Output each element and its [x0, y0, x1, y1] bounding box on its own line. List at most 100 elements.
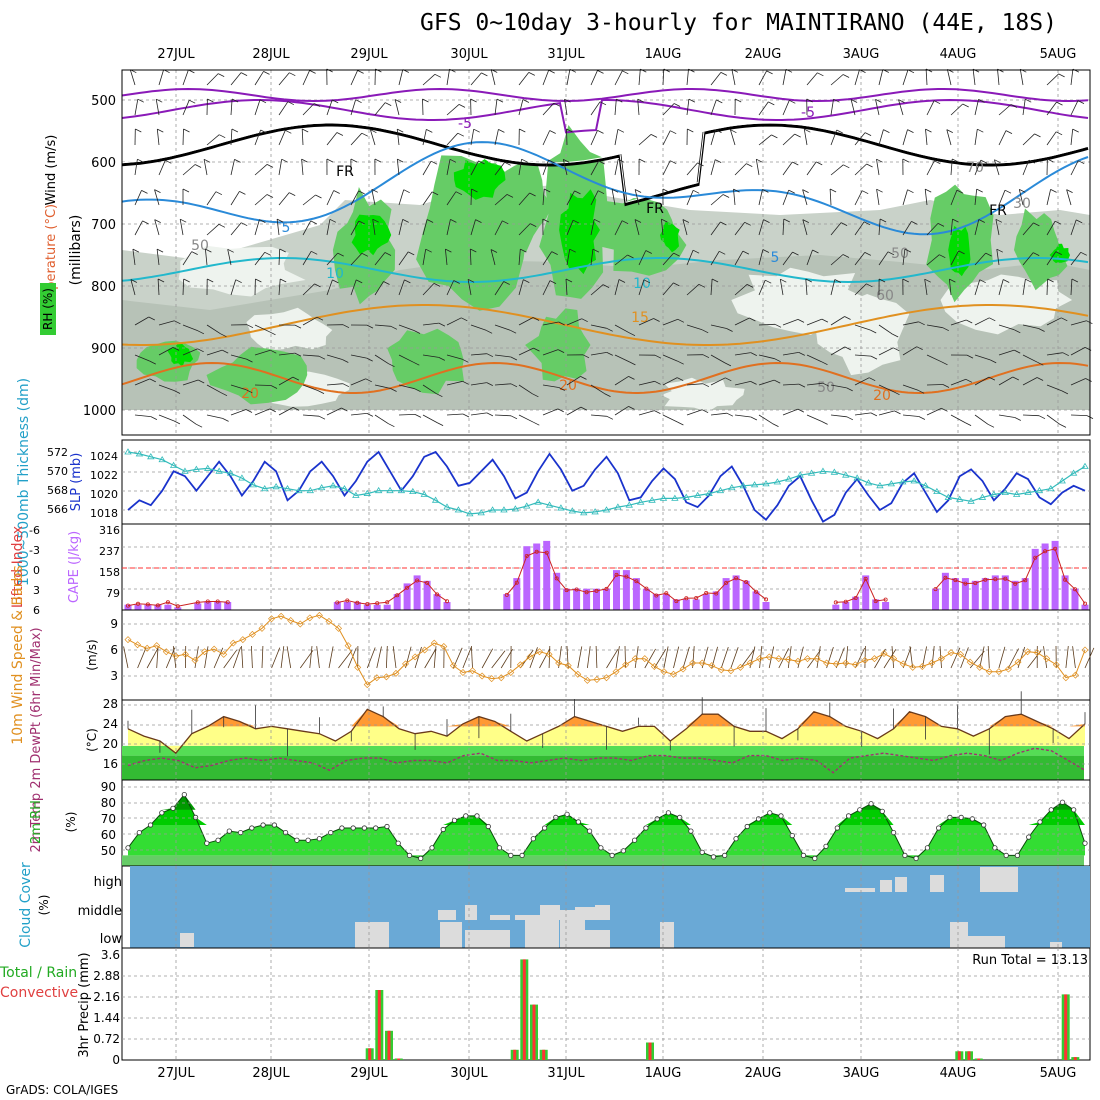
rh-marker [902, 852, 908, 859]
wind-barb-flag [870, 355, 878, 360]
wind-barb [662, 414, 678, 423]
lifted-index-marker [843, 599, 848, 604]
wind-barb [182, 164, 196, 176]
wind-barb [730, 647, 739, 669]
wind-barb-flag [157, 278, 165, 283]
wind-barb-flag [332, 279, 339, 284]
wind-barb-flag [289, 72, 296, 77]
wind-barb [926, 354, 942, 363]
wind-speed-marker [603, 674, 610, 682]
wind-barb [398, 279, 405, 296]
wind-barb-flag [654, 380, 661, 385]
wind-barb-flag [794, 133, 801, 138]
wind-barbs-10m [123, 645, 1095, 669]
wind-barb [595, 645, 598, 669]
wind-barb-flag [510, 356, 518, 361]
cape-bar [941, 572, 949, 610]
wind-barb [590, 352, 607, 356]
wind-barb [446, 280, 455, 296]
date-label-top: 4AUG [939, 47, 977, 62]
wind-speed-marker [373, 674, 381, 682]
rh-marker [609, 852, 615, 859]
wind-barb-flag [371, 188, 378, 193]
wind-barb-flag [698, 283, 706, 288]
cape-bar [712, 591, 720, 610]
isotherm-10 [121, 257, 1089, 284]
wind-barb-flag [606, 352, 613, 356]
rh-marker [913, 855, 919, 862]
rh-marker [699, 849, 705, 855]
wind-barb [398, 324, 415, 331]
thickness-marker [272, 483, 280, 490]
wind-speed-marker [583, 676, 591, 684]
wind-barb-flag [473, 128, 480, 133]
wind-barb-flag [864, 252, 871, 256]
precip-tick-label: 3.6 [101, 948, 120, 962]
wind-barb-flag [806, 98, 813, 103]
wind-barb [998, 324, 1015, 331]
wind-barb-flag [414, 388, 421, 393]
wind-barb-flag [654, 410, 661, 414]
cloud-block [465, 905, 477, 920]
lifted-index-marker [614, 572, 619, 577]
lifted-index-marker [135, 601, 140, 606]
wind-speed-marker [641, 655, 649, 663]
rh-marker [958, 814, 964, 821]
wind-barb [782, 161, 793, 176]
wind-barb [734, 414, 751, 418]
wind-barb-flag [654, 354, 662, 359]
wind-barb [182, 348, 198, 356]
wind-barb-flag [270, 385, 278, 389]
cloud-block [540, 905, 560, 920]
cape-bar [732, 575, 740, 610]
wind-barb-flag [990, 359, 997, 364]
wind-barb [806, 161, 817, 176]
wind-barb-flag [720, 72, 728, 76]
lifted-index-marker [963, 581, 968, 586]
wind-barb-flag [902, 158, 909, 163]
wind-barb [165, 647, 176, 669]
contour-label: -5 [458, 116, 472, 132]
lifted-index-marker [175, 604, 180, 609]
lifted-index-marker [1013, 581, 1018, 586]
lifted-index-marker [933, 587, 938, 592]
thickness-marker [933, 487, 941, 495]
wind-barb-flag [829, 188, 837, 193]
wind-barb [494, 162, 506, 176]
wind-speed-marker [1014, 658, 1022, 666]
wind-barb-flag [616, 98, 623, 103]
pressure-tick-label: 700 [91, 218, 116, 233]
wind-barb-flag [638, 158, 646, 163]
rh-marker [1059, 799, 1066, 805]
precip-panel [121, 947, 1091, 1061]
wind-barb-flag [677, 318, 685, 323]
thickness-marker [466, 510, 474, 517]
wind-barb [254, 194, 268, 206]
wind-barb [710, 412, 727, 416]
wind-barb-flag [842, 74, 850, 78]
wind-barb [134, 316, 150, 326]
wind-barb [542, 321, 559, 326]
wind-barb [278, 192, 290, 206]
grads-credit: GrADS: COLA/IGES [6, 1083, 119, 1097]
cloud-block [585, 930, 610, 948]
wind-barb [662, 160, 671, 176]
rh-marker [688, 828, 694, 834]
wind-barb-flag [222, 349, 229, 354]
wind-barb-flag [1059, 424, 1067, 428]
wind-barb [446, 104, 460, 116]
wind-speed-marker [210, 645, 218, 653]
rh-marker [238, 829, 244, 836]
cape-bar [144, 604, 152, 610]
lifted-index-tick-label: -3 [29, 544, 40, 557]
thickness-marker [1012, 490, 1021, 497]
lifted-index-marker [365, 602, 370, 607]
wind-barb-flag [337, 252, 344, 257]
precip-convective-bar [387, 1030, 391, 1060]
thickness-marker [853, 474, 861, 481]
wind-barb [518, 279, 524, 296]
wind-barb [481, 648, 494, 669]
axis-label-cloud: Cloud Cover [18, 862, 34, 948]
lifted-index-marker [574, 587, 579, 592]
thickness-tick-label: 570 [47, 465, 68, 478]
